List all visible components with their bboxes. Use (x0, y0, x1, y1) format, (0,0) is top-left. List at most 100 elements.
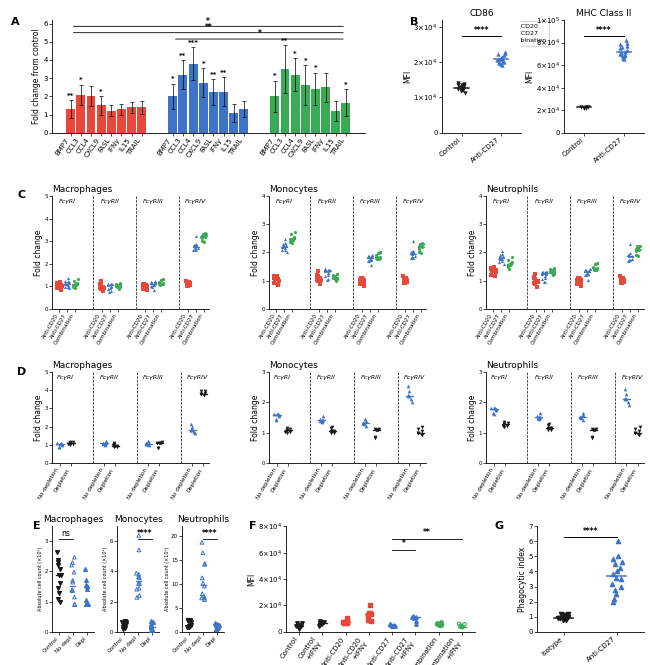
Point (365, 255, 376, 265)
Point (81, 599, 91, 610)
Point (109, 440, 119, 451)
Point (624, 249, 634, 260)
Point (274, 410, 284, 421)
Point (541, 267, 552, 278)
Point (404, 391, 414, 402)
Point (62, 273, 73, 283)
Point (313, 271, 323, 281)
Point (407, 247, 417, 257)
Point (621, 394, 631, 405)
Bar (281, 69, 289, 133)
Y-axis label: MFI: MFI (526, 70, 535, 83)
Point (493, 53, 504, 64)
Point (399, 276, 410, 287)
Point (272, 270, 282, 281)
Point (632, 251, 643, 261)
Point (188, 245, 199, 255)
Point (213, 620, 224, 630)
Point (199, 390, 209, 400)
Point (52, 279, 62, 289)
Point (356, 272, 367, 283)
Point (141, 438, 151, 449)
Bar (137, 107, 146, 133)
Point (398, 273, 409, 284)
Point (134, 545, 144, 555)
Point (313, 265, 323, 276)
Point (329, 428, 339, 438)
Text: FcγRII: FcγRII (534, 375, 553, 380)
Point (120, 616, 131, 627)
Point (111, 440, 121, 451)
Point (132, 592, 142, 602)
Bar (76, 94, 85, 133)
Point (615, 43, 625, 53)
Point (401, 275, 411, 286)
Point (70, 599, 80, 610)
Point (139, 279, 150, 289)
Point (506, 258, 517, 269)
Point (434, 619, 445, 630)
Point (356, 274, 366, 285)
Point (186, 419, 196, 430)
Point (402, 276, 413, 287)
Point (69, 567, 79, 577)
Point (146, 277, 157, 287)
Point (498, 55, 508, 66)
Point (414, 243, 424, 254)
Point (103, 279, 113, 289)
Point (118, 619, 128, 630)
Point (389, 620, 400, 631)
Point (53, 557, 63, 567)
Point (67, 585, 77, 596)
Point (573, 274, 583, 285)
Point (112, 282, 123, 293)
Point (580, 265, 591, 275)
Point (634, 426, 644, 436)
Point (190, 231, 201, 241)
Point (616, 574, 626, 585)
Point (553, 612, 564, 623)
Point (532, 276, 543, 287)
Point (200, 228, 210, 239)
Point (402, 274, 412, 285)
Point (537, 269, 547, 279)
Point (635, 241, 645, 251)
Point (502, 420, 512, 431)
Point (561, 614, 571, 625)
Point (135, 578, 145, 589)
Point (410, 248, 420, 259)
Point (52, 547, 62, 557)
Point (154, 279, 164, 289)
Point (131, 584, 142, 595)
Point (402, 275, 412, 285)
Text: FcγRIII: FcγRIII (577, 375, 598, 380)
Point (157, 279, 167, 290)
Point (197, 589, 207, 599)
Point (494, 58, 504, 68)
Text: *: * (293, 51, 297, 57)
Point (109, 438, 120, 449)
Point (374, 424, 384, 434)
Point (530, 274, 540, 285)
Point (315, 616, 325, 626)
Point (374, 247, 385, 257)
Point (197, 537, 207, 548)
Point (491, 404, 501, 415)
Point (573, 272, 584, 283)
Point (540, 267, 551, 278)
Text: FcγRII: FcγRII (535, 200, 554, 204)
Bar (97, 106, 106, 133)
Point (436, 620, 446, 630)
Point (583, 268, 593, 279)
Point (499, 57, 510, 67)
Point (96, 282, 106, 293)
Point (280, 245, 291, 255)
Point (497, 53, 507, 63)
Point (584, 264, 595, 275)
Point (540, 276, 551, 287)
Point (109, 442, 119, 452)
Point (185, 280, 195, 291)
Point (619, 50, 630, 61)
Point (417, 422, 428, 432)
Point (197, 231, 207, 241)
